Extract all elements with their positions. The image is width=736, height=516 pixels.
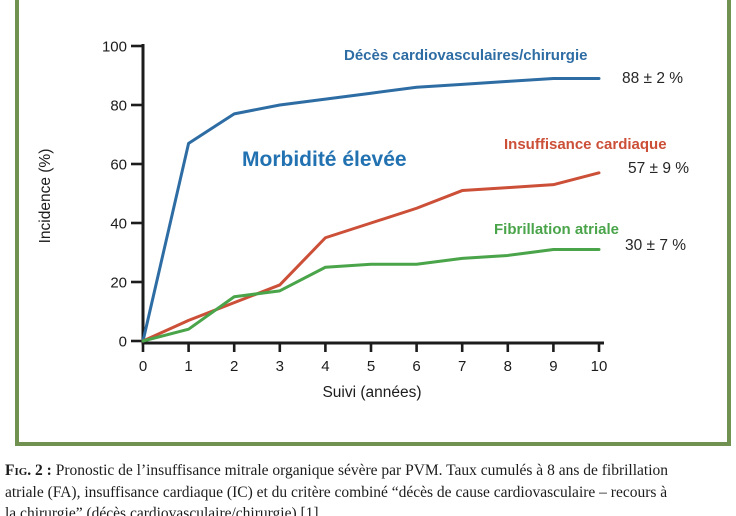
- y-axis-title: Incidence (%): [37, 148, 54, 244]
- end-value-fibrillation-atriale: 30 ± 7 %: [625, 237, 687, 254]
- x-tick-label: 9: [549, 358, 557, 375]
- y-tick-label: 20: [110, 275, 127, 292]
- end-value-deces-cardiovasculaires-chirurgie: 88 ± 2 %: [622, 70, 684, 87]
- series-label-insuffisance-cardiaque: Insuffisance cardiaque: [504, 136, 667, 153]
- end-value-insuffisance-cardiaque: 57 ± 9 %: [628, 160, 690, 177]
- caption-line-3: la chirurgie” (décès cardiovasculaire/ch…: [5, 505, 319, 516]
- series-line-1: [141, 171, 601, 343]
- x-tick-label: 10: [591, 358, 608, 375]
- y-tick-label: 40: [110, 216, 127, 233]
- x-tick-label: 7: [458, 358, 466, 375]
- series-line-0: [141, 76, 601, 343]
- series-label-deces-cardiovasculaires-chirurgie: Décès cardiovasculaires/chirurgie: [344, 47, 588, 64]
- caption-line-1: Fig. 2 : Pronostic de l’insuffisance mit…: [5, 460, 733, 482]
- x-tick-label: 6: [412, 358, 420, 375]
- y-tick-label: 80: [110, 98, 127, 115]
- caption-fig-label: Fig. 2 :: [5, 462, 52, 479]
- series-label-fibrillation-atriale: Fibrillation atriale: [494, 221, 620, 238]
- caption-line-2: atriale (FA), insuffisance cardiaque (IC…: [5, 483, 668, 501]
- series-line-2: [141, 248, 601, 343]
- x-tick-label: 0: [139, 358, 147, 375]
- figure-caption: Fig. 2 : Pronostic de l’insuffisance mit…: [5, 460, 733, 516]
- annotation-morbidite-elevee: Morbidité élevée: [242, 148, 407, 171]
- y-tick-label: 0: [119, 334, 127, 351]
- x-tick-label: 5: [367, 358, 375, 375]
- y-tick-label: 100: [102, 39, 127, 56]
- x-tick-label: 2: [230, 358, 238, 375]
- x-tick-label: 3: [276, 358, 284, 375]
- caption-text-1: Pronostic de l’insuffisance mitrale orga…: [55, 462, 669, 479]
- x-axis-title: Suivi (années): [322, 384, 422, 401]
- x-tick-label: 8: [504, 358, 512, 375]
- y-tick-label: 60: [110, 157, 127, 174]
- x-tick-label: 4: [321, 358, 329, 375]
- x-tick-label: 1: [184, 358, 192, 375]
